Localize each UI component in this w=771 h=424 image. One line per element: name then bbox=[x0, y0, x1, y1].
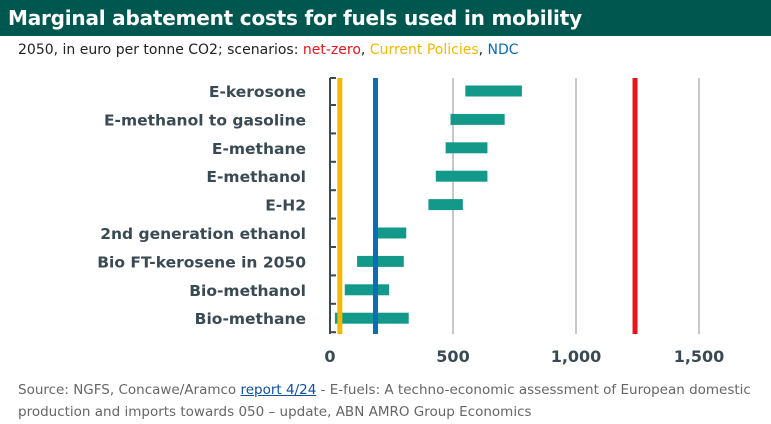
axes: 0 500 1,000 1,500 bbox=[324, 77, 725, 366]
bar bbox=[374, 227, 407, 239]
category-label: 2nd generation ethanol bbox=[100, 225, 306, 243]
legend-net-zero: net-zero bbox=[302, 42, 361, 58]
bar bbox=[435, 170, 488, 182]
category-label: Bio FT-kerosene in 2050 bbox=[97, 253, 306, 271]
x-tick-label: 1,000 bbox=[551, 347, 602, 366]
bar bbox=[465, 85, 522, 97]
chart-title: Marginal abatement costs for fuels used … bbox=[8, 6, 582, 30]
category-labels: E-kerosone E-methanol to gasoline E-methan… bbox=[97, 83, 306, 328]
category-label: E-H2 bbox=[265, 197, 306, 215]
category-label: E-kerosone bbox=[209, 83, 306, 101]
x-tick-label: 1,500 bbox=[674, 347, 725, 366]
category-label: E-methanol bbox=[206, 168, 306, 186]
bar bbox=[357, 255, 404, 267]
bar bbox=[334, 312, 409, 324]
subtitle-prefix: 2050, in euro per tonne CO2; scenarios: bbox=[18, 42, 303, 58]
report-link[interactable]: report 4/24 bbox=[240, 382, 317, 398]
subtitle-separator: , bbox=[478, 42, 488, 58]
chart-area: 0 500 1,000 1,500 E-kerosone E-methanol to g… bbox=[97, 77, 725, 366]
bars bbox=[334, 85, 522, 324]
category-label: Bio-methanol bbox=[189, 282, 306, 300]
reference-lines bbox=[337, 78, 638, 334]
source-prefix: Source: NGFS, Concawe/Aramco bbox=[18, 382, 241, 398]
chart-subtitle: 2050, in euro per tonne CO2; scenarios: … bbox=[18, 42, 519, 58]
source-note: Source: NGFS, Concawe/Aramco report 4/24… bbox=[18, 379, 763, 423]
legend-ndc: NDC bbox=[487, 42, 519, 58]
x-tick-label: 500 bbox=[436, 347, 469, 366]
category-label: E-methane bbox=[212, 140, 306, 158]
category-label: E-methanol to gasoline bbox=[104, 111, 306, 129]
subtitle-separator: , bbox=[360, 42, 370, 58]
bar bbox=[445, 142, 488, 154]
legend-current-policies: Current Policies bbox=[369, 42, 479, 58]
x-tick-label: 0 bbox=[324, 347, 335, 366]
bar bbox=[450, 113, 505, 125]
bar bbox=[344, 284, 390, 296]
source-suffix: - E-fuels: A techno-economic assessment … bbox=[18, 382, 751, 420]
category-label: Bio-methane bbox=[195, 310, 306, 328]
title-bar: Marginal abatement costs for fuels used … bbox=[0, 0, 771, 36]
bar bbox=[428, 199, 463, 211]
